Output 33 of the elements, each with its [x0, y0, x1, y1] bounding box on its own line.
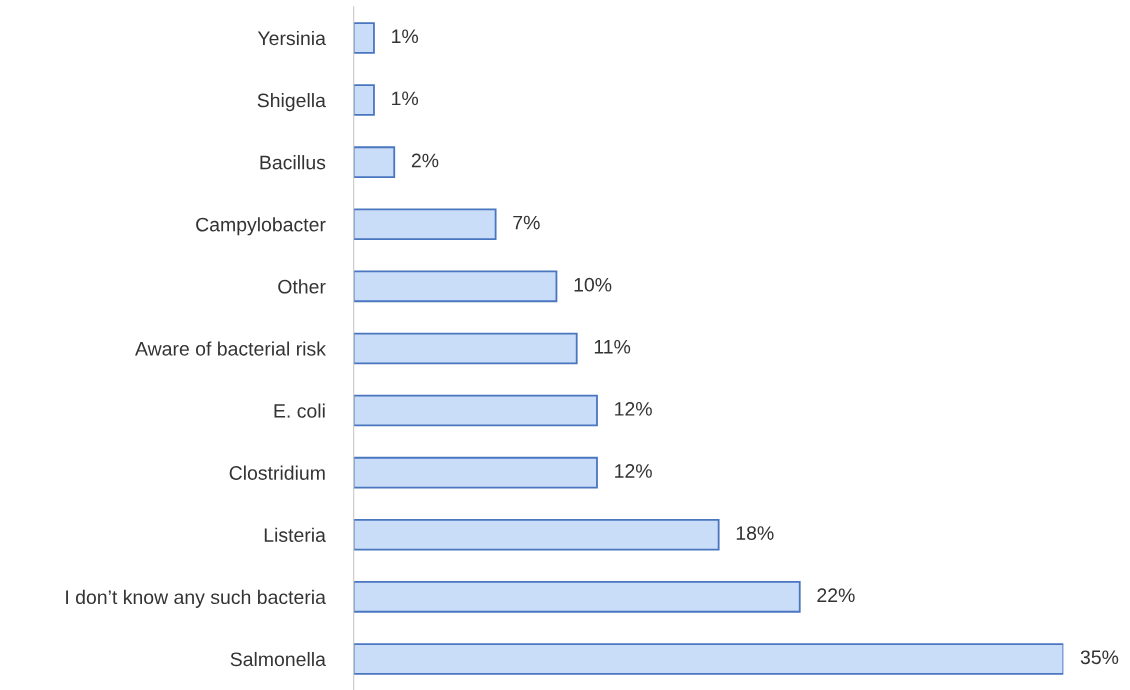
bar [353, 332, 578, 365]
y-tick-label: E. coli [274, 403, 325, 418]
y-tick-label: Yersinia [257, 30, 326, 46]
data-label: 7% [513, 215, 540, 230]
data-label: 18% [736, 526, 774, 540]
bar [353, 84, 375, 116]
data-label: 11% [594, 339, 631, 354]
bar [353, 394, 598, 427]
bar [353, 518, 720, 551]
bar [353, 208, 497, 241]
data-label: 22% [817, 588, 855, 602]
data-label: 12% [615, 464, 652, 478]
data-label: 1% [392, 91, 419, 106]
bar [353, 146, 396, 178]
data-label: 12% [615, 402, 652, 416]
data-label: 35% [1080, 650, 1119, 665]
data-label: 1% [392, 29, 419, 44]
bar [353, 643, 1064, 675]
bar [353, 581, 801, 613]
data-label: 2% [411, 153, 439, 168]
y-tick-label: Clostridium [229, 465, 325, 480]
y-tick-label: Campylobacter [196, 217, 326, 236]
y-tick-label: Aware of bacterial risk [135, 341, 326, 356]
y-tick-label: Salmonella [230, 651, 326, 667]
y-tick-label: Bacillus [260, 155, 326, 170]
data-label: 10% [574, 277, 612, 292]
y-tick-label: I don’t know any such bacteria [66, 589, 326, 608]
y-tick-label: Listeria [264, 527, 326, 542]
bar [353, 22, 375, 54]
y-tick-label: Other [278, 279, 326, 294]
bar [353, 270, 558, 303]
y-tick-label: Shigella [257, 93, 326, 112]
bar [353, 456, 598, 489]
